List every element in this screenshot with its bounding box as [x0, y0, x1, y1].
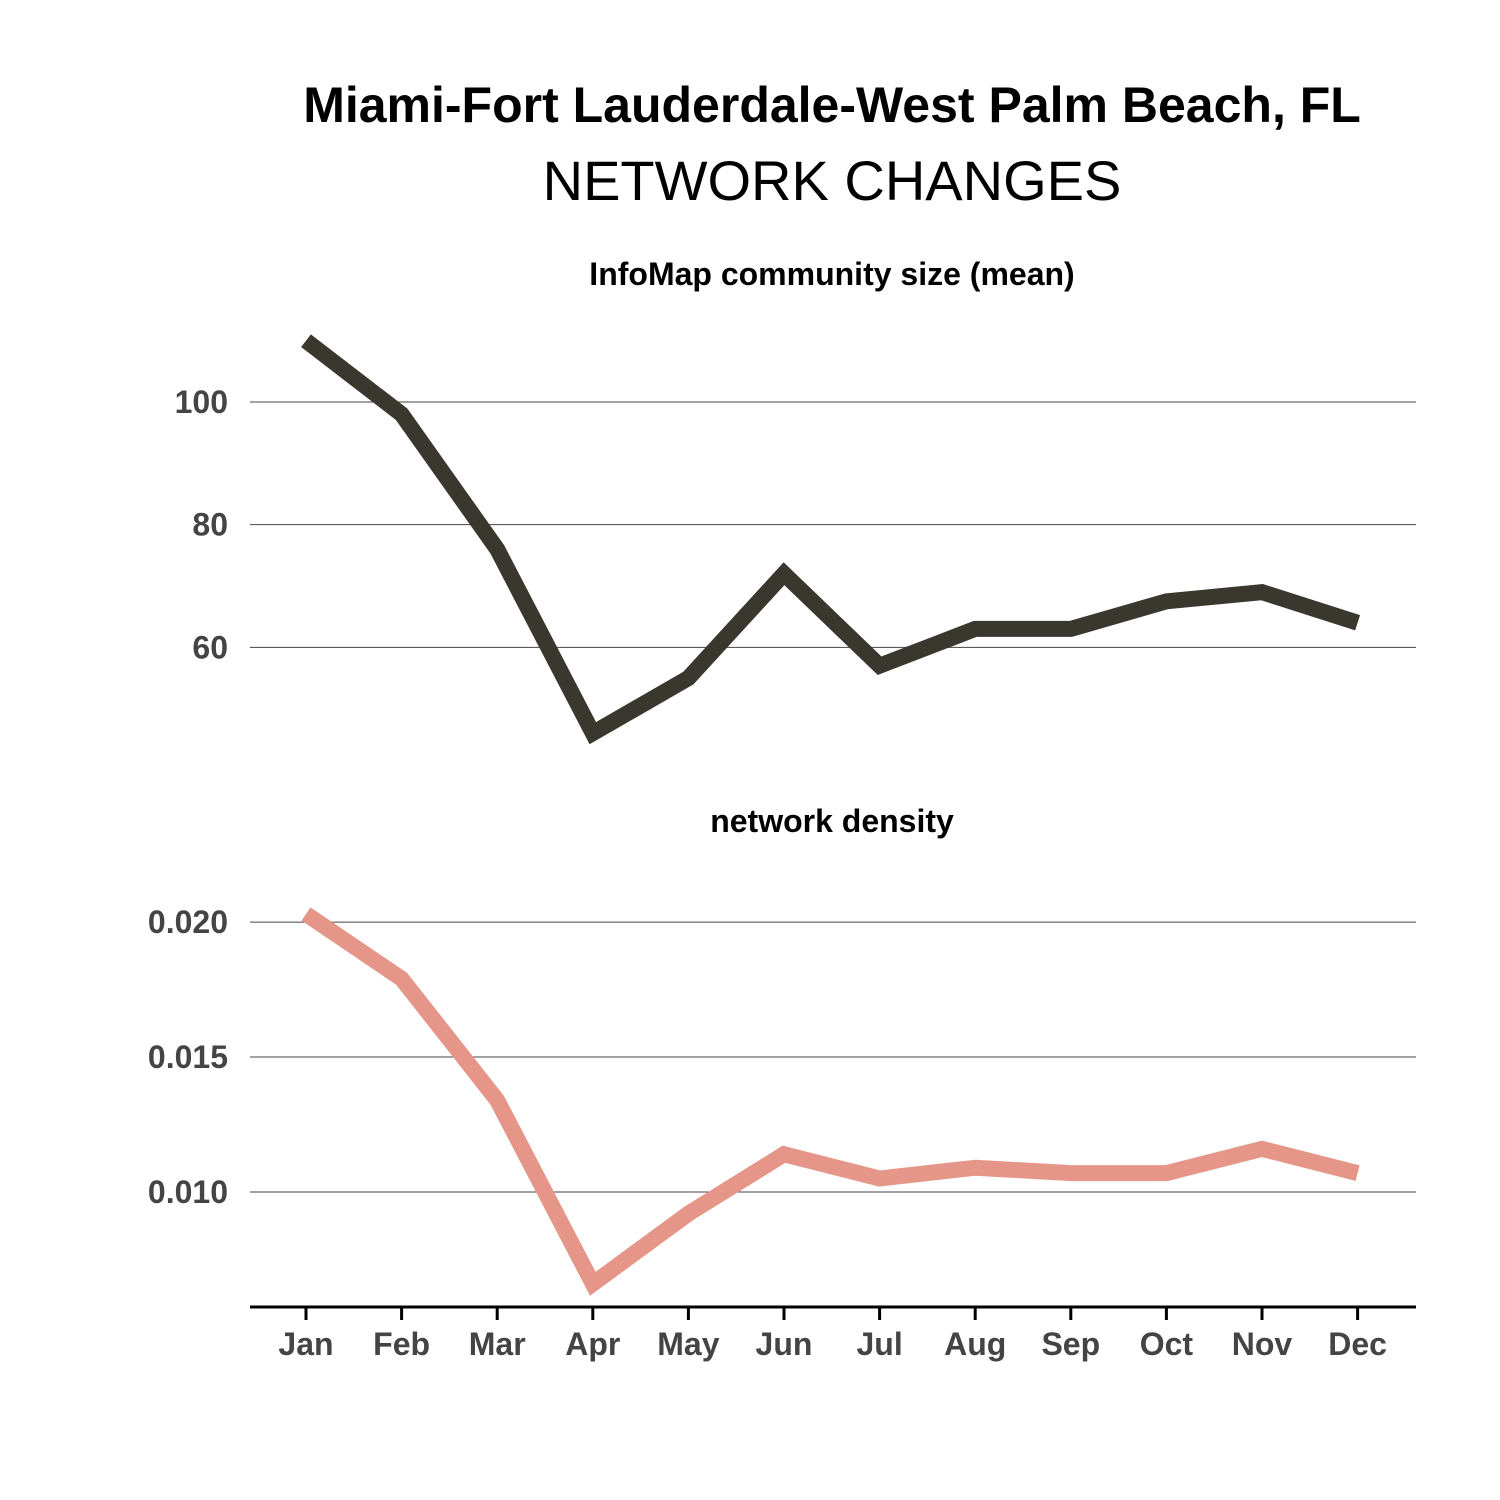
community-size-panel-title: InfoMap community size (mean)	[589, 256, 1074, 292]
x-tick-label: May	[657, 1326, 719, 1362]
network-density-panel: network density 0.020 0.015 0.010	[148, 803, 1416, 1296]
x-tick-label: Feb	[373, 1326, 430, 1362]
x-axis: Jan Feb Mar Apr May Jun Jul Aug Sep Oct Nov Dec	[278, 1307, 1387, 1362]
y-tick-label: 60	[192, 629, 228, 665]
y-tick-label: 80	[192, 507, 228, 543]
network-density-panel-title: network density	[710, 803, 954, 839]
x-tick-label: Jul	[856, 1326, 902, 1362]
community-size-panel: InfoMap community size (mean) 100 80 60	[175, 256, 1416, 745]
x-tick-label: Jan	[278, 1326, 333, 1362]
x-tick-label: Oct	[1140, 1326, 1194, 1362]
series-line	[301, 334, 1361, 745]
y-tick-label: 100	[175, 384, 228, 420]
x-tick-label: Sep	[1041, 1326, 1100, 1362]
x-tick-label: Apr	[565, 1326, 620, 1362]
x-tick-label: Nov	[1232, 1326, 1293, 1362]
x-tick-label: Mar	[469, 1326, 526, 1362]
y-tick-label: 0.020	[148, 904, 228, 940]
y-tick-label: 0.015	[148, 1039, 228, 1075]
x-tick-label: Jun	[756, 1326, 813, 1362]
y-tick-label: 0.010	[148, 1174, 228, 1210]
x-tick-label: Aug	[944, 1326, 1006, 1362]
chart-title: Miami-Fort Lauderdale-West Palm Beach, F…	[303, 77, 1361, 133]
series-line	[301, 907, 1360, 1296]
x-tick-label: Dec	[1328, 1326, 1387, 1362]
chart-subtitle: NETWORK CHANGES	[543, 149, 1122, 212]
